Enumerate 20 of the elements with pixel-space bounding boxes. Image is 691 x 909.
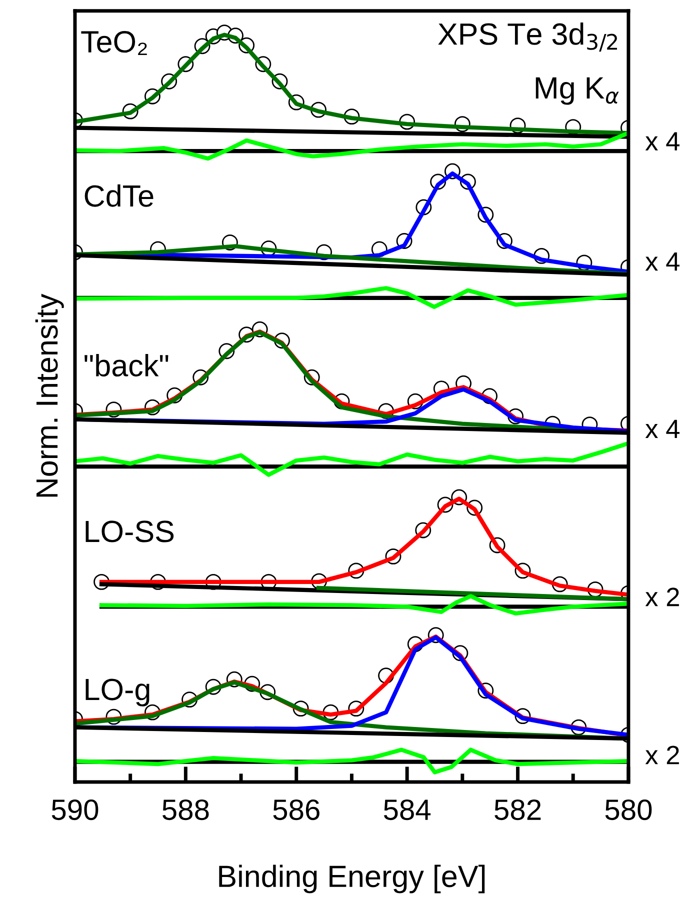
text: x 4 bbox=[645, 132, 680, 150]
annotation: CdTe bbox=[84, 184, 154, 207]
annotation: LO-SS bbox=[86, 520, 174, 542]
x-tick-label: 582 bbox=[494, 799, 541, 820]
text: x 4 bbox=[645, 252, 680, 271]
x-tick-label: 584 bbox=[384, 799, 431, 820]
annotation: "back" bbox=[84, 354, 168, 376]
annotation: LO-g bbox=[86, 678, 150, 706]
x-tick-label: 588 bbox=[162, 799, 209, 820]
annotation: Mg K$_{α}$ bbox=[536, 77, 619, 105]
text: x 2 bbox=[645, 746, 679, 764]
text: x 2 bbox=[645, 588, 679, 606]
annotation: XPS Te 3d$_{3/2}$ bbox=[438, 22, 618, 52]
x-tick-label: 590 bbox=[52, 799, 98, 820]
x-tick-label: 580 bbox=[605, 799, 652, 820]
text: x 4 bbox=[645, 420, 680, 438]
x-tick-label: 586 bbox=[273, 799, 320, 820]
y-axis-title: Norm. Intensity bbox=[35, 294, 64, 497]
x-axis-title: Binding Energy [eV] bbox=[219, 864, 485, 894]
annotation: TeO₂ bbox=[81, 30, 147, 55]
